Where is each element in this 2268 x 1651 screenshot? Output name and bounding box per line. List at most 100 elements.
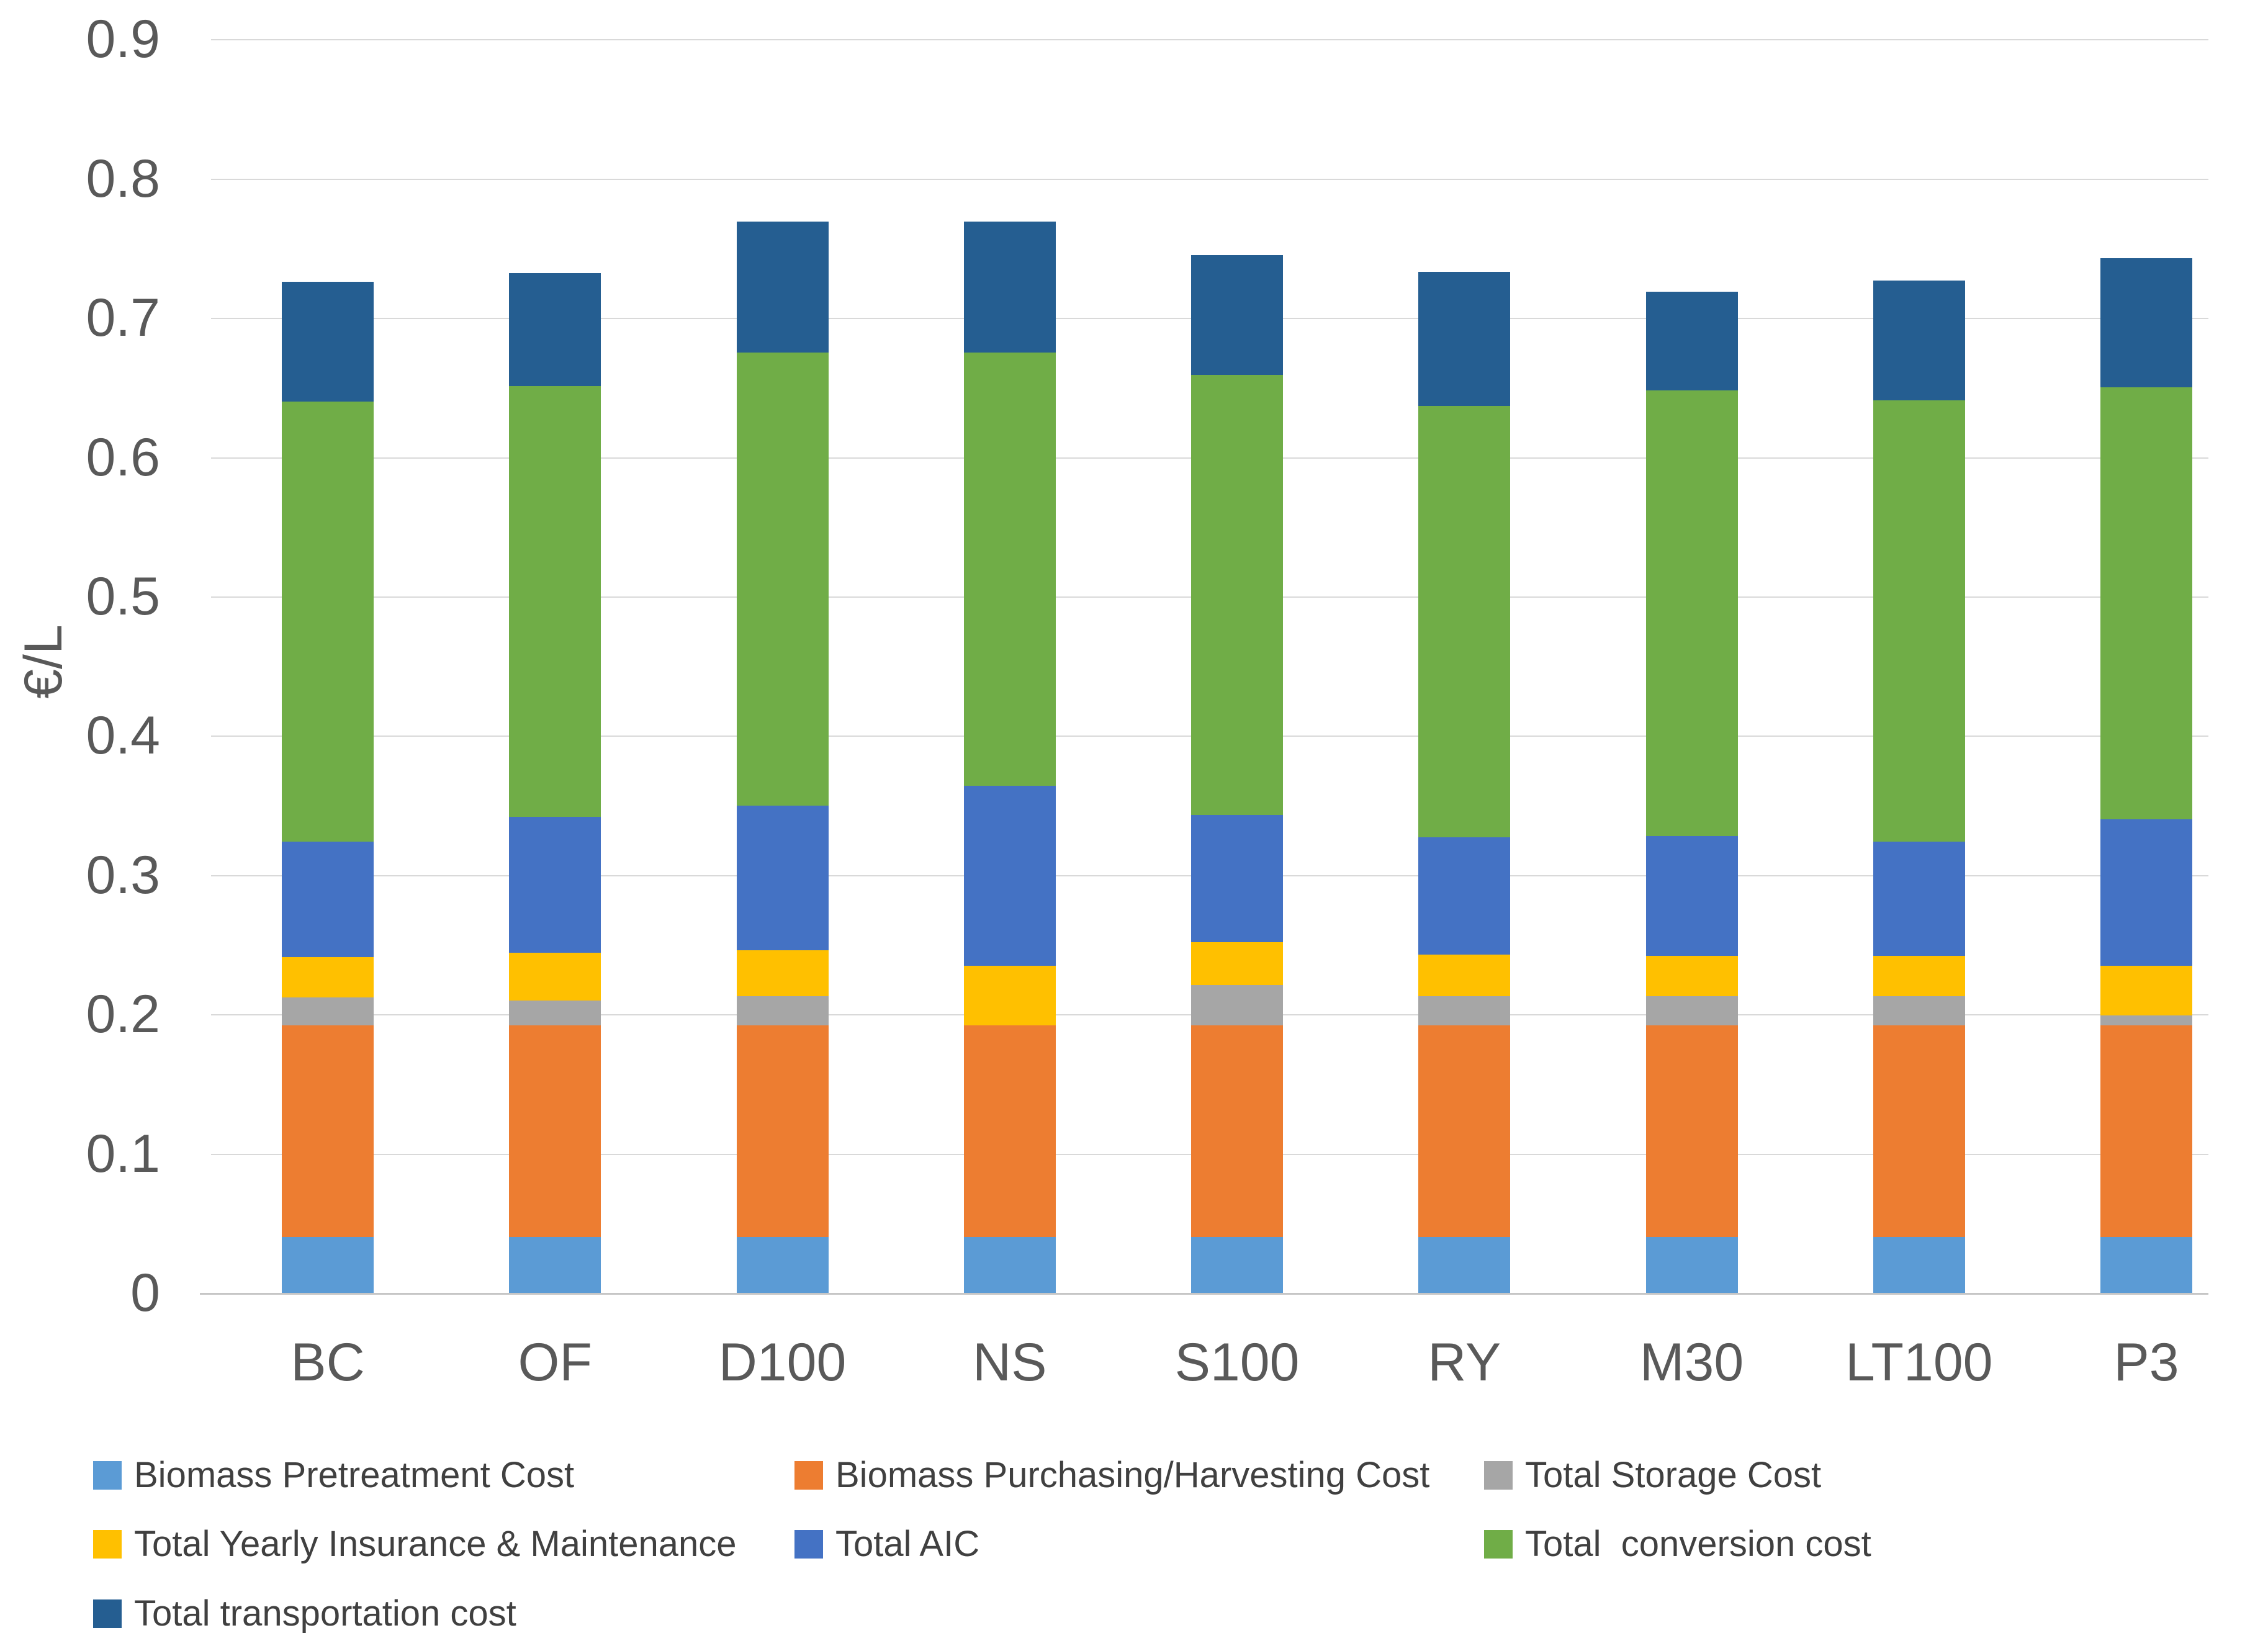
- y-tick-label: 0.3: [86, 845, 160, 905]
- gridline: [211, 179, 2208, 180]
- legend-item: Biomass Pretreatment Cost: [93, 1456, 574, 1495]
- bar-segment: [964, 353, 1056, 786]
- bar-segment: [1418, 406, 1510, 837]
- y-tick-label: 0.8: [86, 149, 160, 209]
- bar-segment: [964, 1237, 1056, 1293]
- x-category-label: LT100: [1845, 1333, 1993, 1392]
- bar-segment: [1873, 1025, 1965, 1237]
- bar-segment: [1873, 1237, 1965, 1293]
- bar-segment: [1418, 1025, 1510, 1237]
- bar-segment: [964, 222, 1056, 353]
- x-category-label: NS: [973, 1333, 1047, 1392]
- bar-segment: [1873, 281, 1965, 400]
- x-category-label: BC: [290, 1333, 365, 1392]
- legend-swatch: [794, 1461, 823, 1490]
- bar-segment: [737, 222, 829, 353]
- legend-label: Total Yearly Insurance & Maintenance: [134, 1524, 737, 1564]
- legend-label: Total AIC: [835, 1524, 980, 1564]
- legend-item: Total transportation cost: [93, 1595, 516, 1633]
- bar-segment: [964, 1025, 1056, 1237]
- bar-segment: [1873, 956, 1965, 996]
- bar-segment: [509, 386, 601, 817]
- legend-swatch: [93, 1461, 122, 1490]
- bar-segment: [1873, 996, 1965, 1025]
- bar-segment: [1191, 815, 1283, 942]
- bar-segment: [282, 997, 374, 1025]
- bar-segment: [964, 786, 1056, 966]
- gridline: [211, 39, 2208, 40]
- legend-label: Total conversion cost: [1525, 1524, 1871, 1564]
- bar-segment: [1418, 955, 1510, 996]
- legend-swatch: [1484, 1530, 1513, 1559]
- legend-item: Biomass Purchasing/Harvesting Cost: [794, 1456, 1429, 1495]
- bar-segment: [737, 806, 829, 950]
- bar-segment: [737, 950, 829, 996]
- bar-segment: [2100, 819, 2192, 966]
- bar-segment: [1646, 996, 1738, 1025]
- bar-segment: [1191, 375, 1283, 815]
- bar-segment: [2100, 387, 2192, 819]
- x-axis-line: [200, 1293, 2208, 1295]
- bar-segment: [2100, 1237, 2192, 1293]
- y-tick-label: 0.4: [86, 706, 160, 765]
- legend-swatch: [794, 1530, 823, 1559]
- legend-label: Total transportation cost: [134, 1593, 516, 1634]
- bar-segment: [282, 282, 374, 402]
- bar-segment: [2100, 258, 2192, 387]
- legend-item: Total AIC: [794, 1525, 979, 1563]
- legend-label: Biomass Pretreatment Cost: [134, 1455, 575, 1495]
- y-tick-label: 0.2: [86, 984, 160, 1044]
- bar-segment: [1191, 1025, 1283, 1237]
- bar-segment: [1418, 272, 1510, 406]
- y-tick-label: 0.7: [86, 288, 160, 348]
- bar-segment: [282, 842, 374, 957]
- bar-segment: [282, 1025, 374, 1237]
- x-category-label: S100: [1174, 1333, 1300, 1392]
- bar-segment: [1191, 255, 1283, 375]
- bar-segment: [1191, 1237, 1283, 1293]
- bar-segment: [2100, 966, 2192, 1015]
- bar-segment: [1873, 842, 1965, 956]
- bar-segment: [282, 957, 374, 997]
- bar-segment: [737, 353, 829, 806]
- bar-segment: [509, 1237, 601, 1293]
- x-category-label: P3: [2113, 1333, 2179, 1392]
- legend-swatch: [1484, 1461, 1513, 1490]
- bar-segment: [1873, 400, 1965, 842]
- bar-segment: [1646, 1237, 1738, 1293]
- bar-segment: [509, 817, 601, 953]
- bar-segment: [509, 953, 601, 1001]
- bar-segment: [2100, 1025, 2192, 1237]
- y-tick-label: 0.6: [86, 428, 160, 487]
- bar-segment: [1646, 390, 1738, 836]
- y-tick-label: 0.5: [86, 567, 160, 626]
- legend-swatch: [93, 1599, 122, 1628]
- bar-segment: [1646, 836, 1738, 956]
- bar-segment: [282, 1237, 374, 1293]
- legend-item: Total Storage Cost: [1484, 1456, 1821, 1495]
- y-axis-title: €/L: [14, 624, 73, 699]
- x-category-label: OF: [518, 1333, 592, 1392]
- bar-segment: [1646, 1025, 1738, 1237]
- bar-segment: [1191, 985, 1283, 1025]
- bar-segment: [1646, 292, 1738, 390]
- bar-segment: [2100, 1015, 2192, 1025]
- bar-segment: [1418, 1237, 1510, 1293]
- x-category-label: D100: [718, 1333, 847, 1392]
- bar-segment: [509, 1025, 601, 1237]
- bar-segment: [509, 1001, 601, 1025]
- bar-segment: [282, 402, 374, 842]
- bar-segment: [737, 1025, 829, 1237]
- legend-label: Biomass Purchasing/Harvesting Cost: [835, 1455, 1430, 1495]
- bar-segment: [1418, 996, 1510, 1025]
- y-tick-label: 0: [130, 1263, 160, 1323]
- legend-swatch: [93, 1530, 122, 1559]
- bar-segment: [1418, 837, 1510, 955]
- x-category-label: RY: [1428, 1333, 1501, 1392]
- bar-segment: [1191, 942, 1283, 985]
- y-tick-label: 0.9: [86, 9, 160, 69]
- bar-segment: [737, 996, 829, 1025]
- bar-segment: [964, 966, 1056, 1025]
- x-category-label: M30: [1639, 1333, 1744, 1392]
